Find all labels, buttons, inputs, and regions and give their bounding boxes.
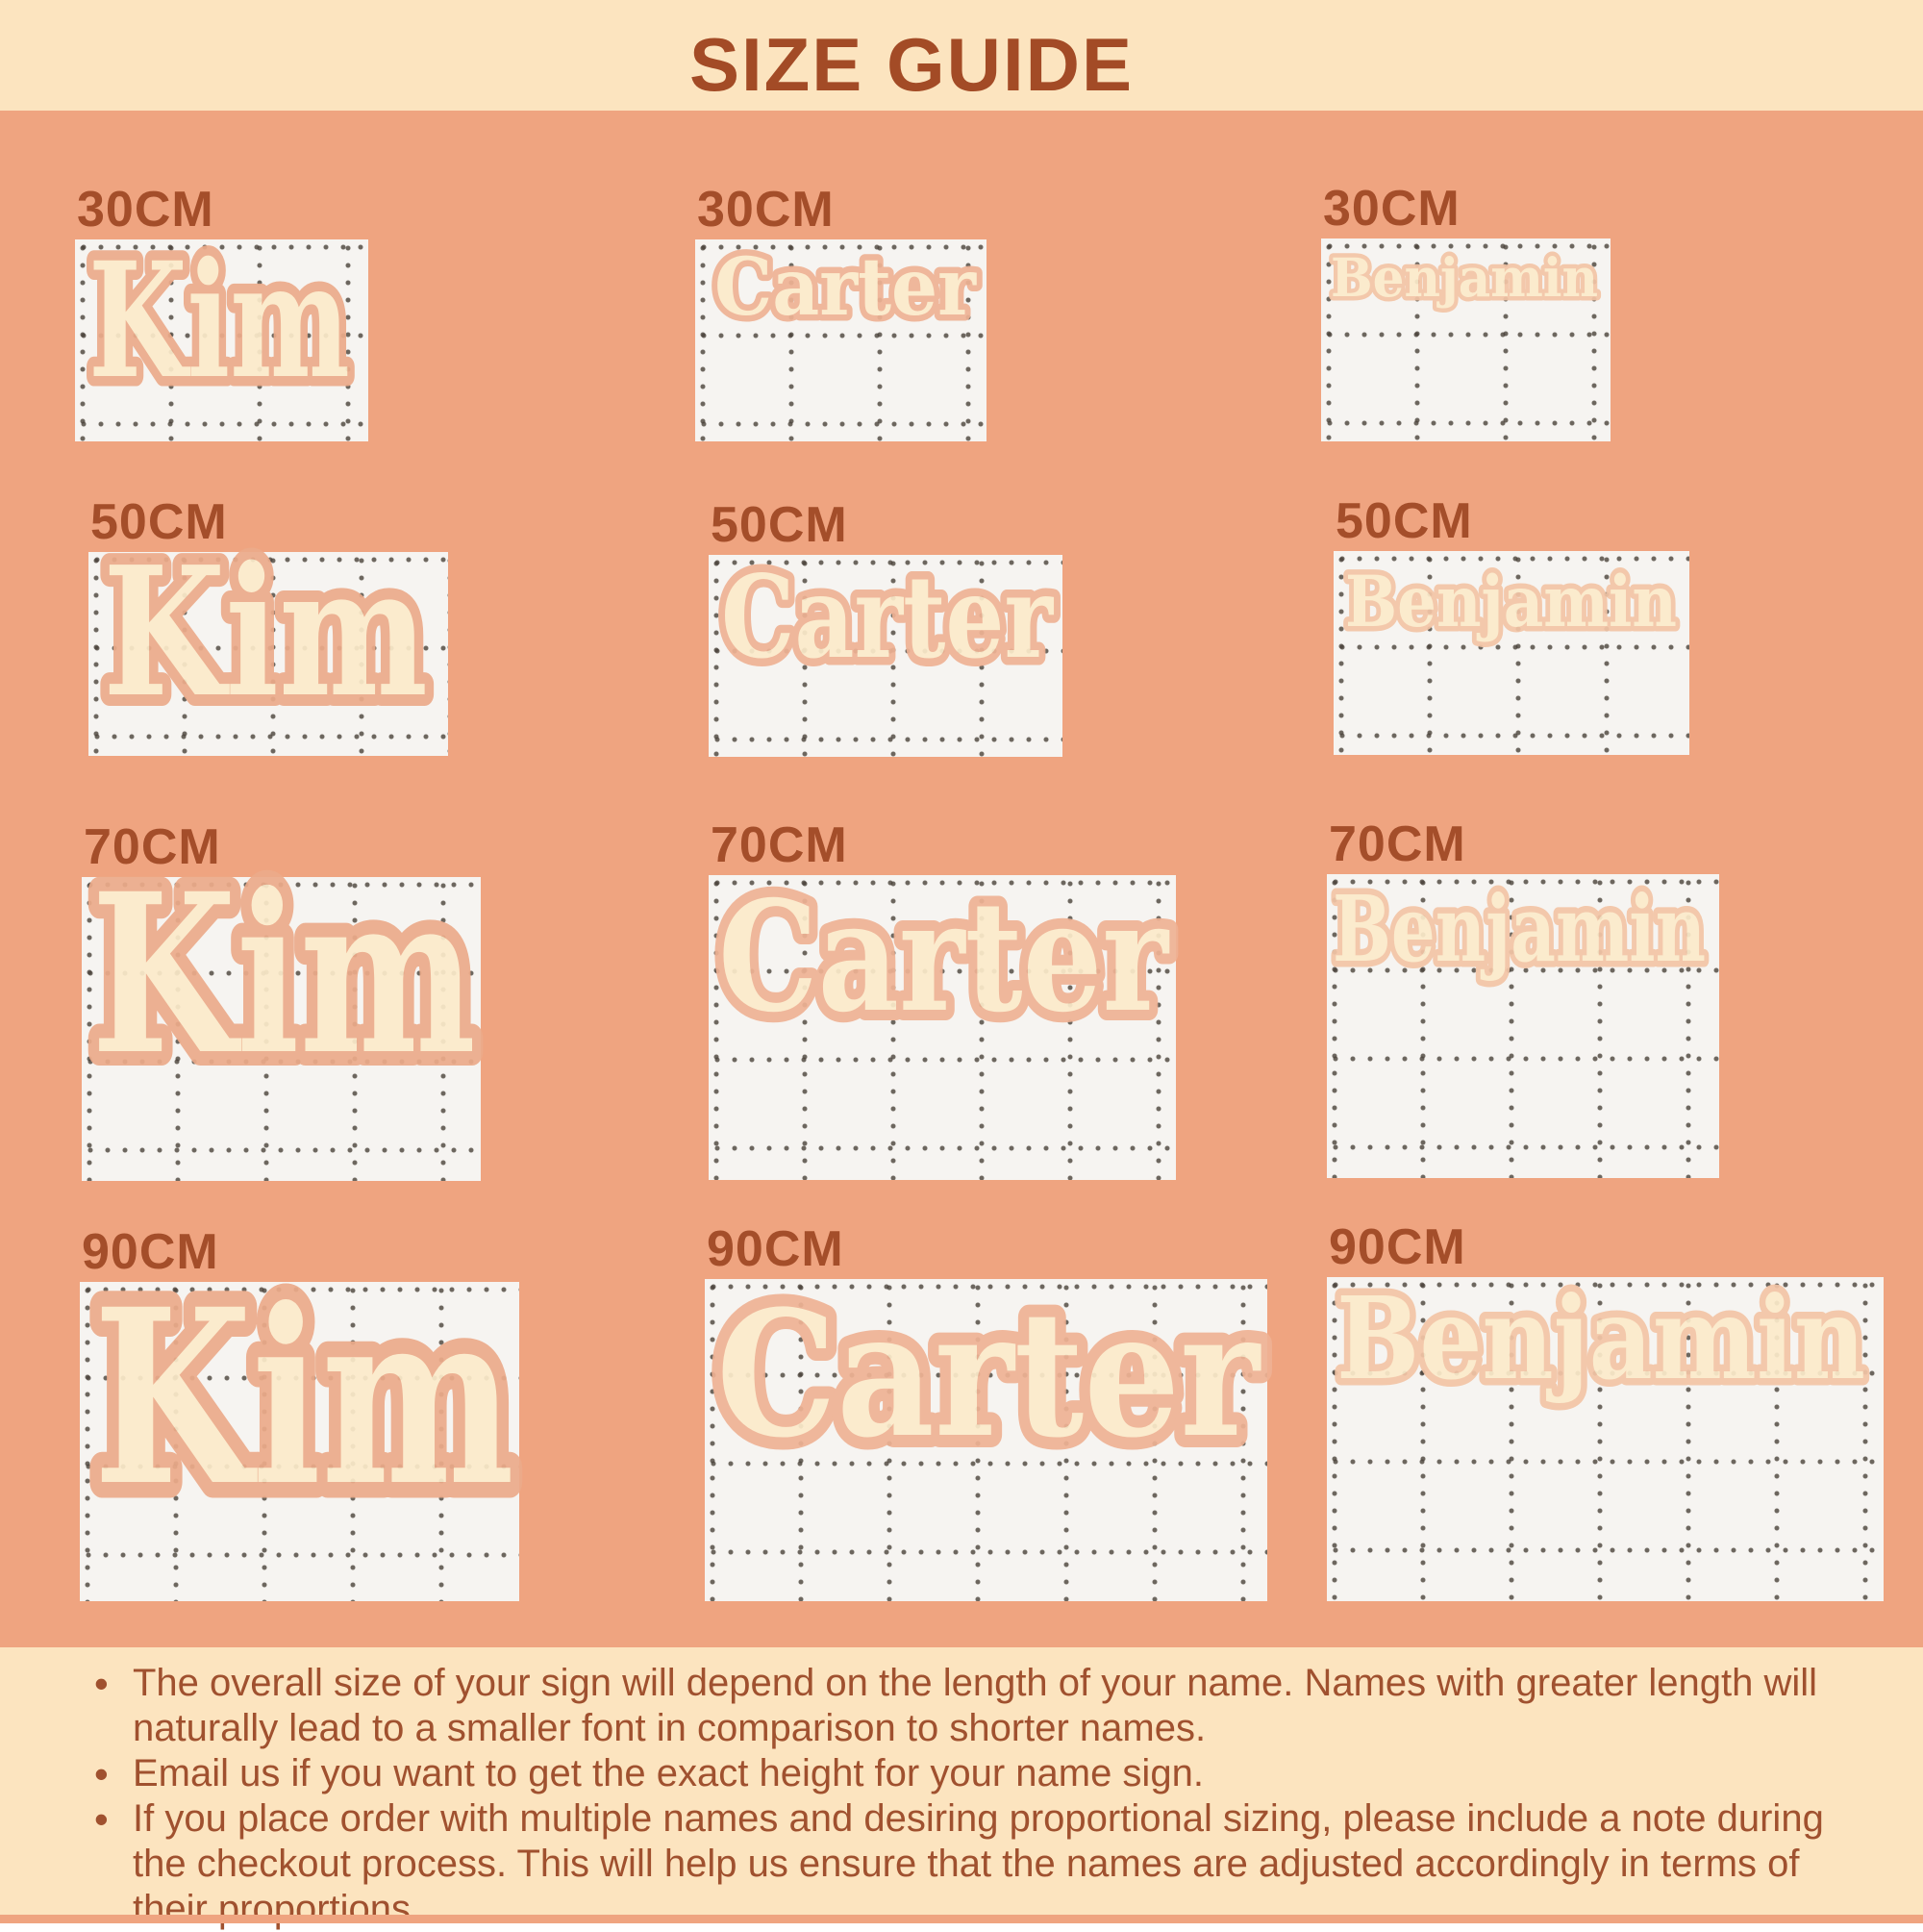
footer-notes: The overall size of your sign will depen… [0,1647,1923,1930]
name-sign-panel-benjamin-30cm: Benjamin [1321,238,1611,441]
header-band: SIZE GUIDE [0,0,1923,111]
name-sign-art: Kim [91,515,439,748]
name-sign-text: Benjamin [1333,876,1706,983]
size-label: 90CM [1329,1219,1466,1275]
name-sign-panel-benjamin-90cm: Benjamin [1327,1265,1884,1601]
name-sign-text: Kim [88,227,350,414]
name-sign-art: Carter [704,1261,1274,1489]
name-sign-panel-kim-70cm: Kim [77,831,490,1181]
name-sign-panel-kim-90cm: Kim [78,1241,531,1601]
name-sign-panel-benjamin-50cm: Benjamin [1334,551,1689,755]
size-label: 70CM [1329,816,1466,872]
size-label: 30CM [697,182,835,238]
name-sign-panel-carter-50cm: Carter [709,542,1062,757]
name-sign-text: Benjamin [1331,246,1598,309]
size-label: 30CM [77,182,214,238]
name-sign-art: Carter [713,542,1062,692]
size-label: 50CM [711,497,848,553]
note-item: If you place order with multiple names a… [87,1796,1827,1932]
name-sign-art: Kim [79,217,361,424]
name-sign-panel-kim-50cm: Kim [88,515,448,756]
name-sign-art: Benjamin [1340,556,1683,649]
name-sign-text: Kim [91,845,476,1103]
size-label: 50CM [90,494,228,550]
name-sign-art: Carter [708,858,1180,1057]
bottom-accent-strip [0,1915,1923,1923]
name-sign-panel-carter-90cm: Carter [704,1261,1274,1601]
name-sign-text: Kim [93,1256,514,1539]
name-sign-art: Benjamin [1330,1265,1873,1413]
name-sign-panel-carter-70cm: Carter [708,858,1180,1180]
name-sign-art: Benjamin [1327,242,1603,314]
name-sign-text: Benjamin [1336,1271,1865,1405]
name-sign-panel-benjamin-70cm: Benjamin [1327,870,1719,1178]
name-sign-text: Benjamin [1345,561,1677,643]
name-sign-art: Benjamin [1327,870,1712,990]
name-sign-text: Kim [103,527,428,737]
notes-list: The overall size of your sign will depen… [87,1661,1827,1932]
size-label: 30CM [1323,181,1461,237]
note-item: Email us if you want to get the exact he… [87,1751,1827,1796]
name-sign-text: Carter [721,550,1054,684]
size-label: 50CM [1336,493,1473,549]
name-sign-text: Carter [718,868,1169,1046]
name-sign-art: Kim [77,831,490,1117]
name-sign-art: Kim [78,1241,531,1555]
note-item: The overall size of your sign will depen… [87,1661,1827,1751]
name-sign-text: Carter [714,241,978,334]
page-title: SIZE GUIDE [688,22,1135,107]
size-label: 70CM [711,817,848,873]
name-sign-panel-kim-30cm: Kim [75,217,368,441]
size-label: 90CM [82,1224,219,1280]
size-label: 70CM [84,819,221,875]
name-sign-art: Carter [709,236,985,340]
name-sign-text: Carter [716,1273,1261,1476]
size-label: 90CM [707,1221,844,1277]
name-sign-panel-carter-30cm: Carter [695,236,986,441]
